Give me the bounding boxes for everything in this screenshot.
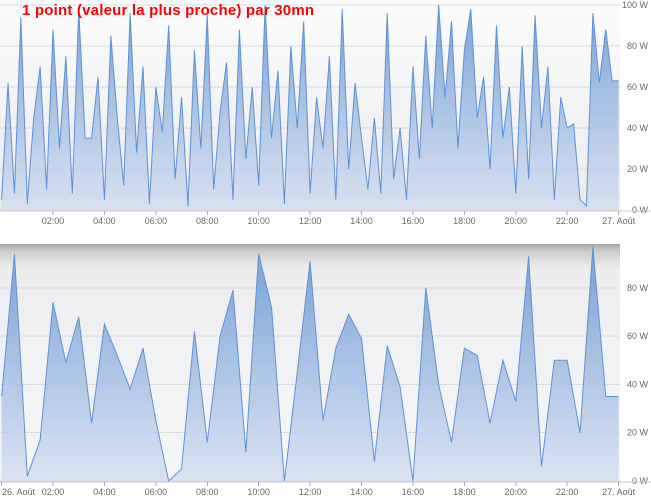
y-axis-label: 40 W <box>627 123 649 133</box>
power-per-30mn-area-chart: 0 W 20 W 40 W 60 W 80 W 26. Août 02:00 04:00 06:… <box>0 244 651 497</box>
chart-panel-bottom: 0 W 20 W 40 W 60 W 80 W 26. Août 02:00 04:00 06:… <box>0 240 651 500</box>
x-axis-label: 06:00 <box>145 216 168 226</box>
y-axis-label: 60 W <box>627 331 649 341</box>
x-axis-label: 27. Août <box>602 216 636 226</box>
y-axis-label: 80 W <box>627 41 649 51</box>
x-axis-label: 20:00 <box>505 487 528 497</box>
x-axis-label: 08:00 <box>196 216 219 226</box>
y-axis-label: 0 W <box>632 205 649 215</box>
y-axis-label: 100 W <box>622 0 649 10</box>
y-axis-label: 80 W <box>627 283 649 293</box>
x-axis-label: 16:00 <box>402 487 425 497</box>
chart-panel-top: 0 W 20 W 40 W 60 W 80 W 100 W 02:00 04:00 06:00 0… <box>0 0 651 233</box>
x-axis-label: 12:00 <box>299 216 322 226</box>
x-axis-label: 22:00 <box>556 487 579 497</box>
x-axis-label: 18:00 <box>453 487 476 497</box>
x-axis-label: 08:00 <box>196 487 219 497</box>
area-line <box>1 246 619 482</box>
x-axis-label: 02:00 <box>42 216 65 226</box>
x-axis-label: 22:00 <box>556 216 579 226</box>
y-axis-label: 0 W <box>632 476 649 486</box>
x-axis-label: 14:00 <box>350 487 373 497</box>
x-axis-label: 10:00 <box>247 216 270 226</box>
x-axis-label: 04:00 <box>93 487 116 497</box>
x-axis-label: 18:00 <box>453 216 476 226</box>
y-axis-label: 20 W <box>627 164 649 174</box>
x-axis-label: 20:00 <box>505 216 528 226</box>
x-axis-label: 27. Août <box>602 487 636 497</box>
y-axis-label: 40 W <box>627 379 649 389</box>
x-axis-label: 14:00 <box>350 216 373 226</box>
x-axis-label: 02:00 <box>42 487 65 497</box>
y-axis-label: 60 W <box>627 82 649 92</box>
x-axis-label: 12:00 <box>299 487 322 497</box>
y-axis-label: 20 W <box>627 428 649 438</box>
area-line <box>1 4 619 208</box>
x-axis-label: 10:00 <box>247 487 270 497</box>
x-axis-label: 16:00 <box>402 216 425 226</box>
x-axis-label: 06:00 <box>145 487 168 497</box>
x-axis-label: 04:00 <box>93 216 116 226</box>
raw-power-area-chart: 0 W 20 W 40 W 60 W 80 W 100 W 02:00 04:00 06:00 0… <box>0 0 651 226</box>
x-axis-label: 26. Août <box>2 487 36 497</box>
